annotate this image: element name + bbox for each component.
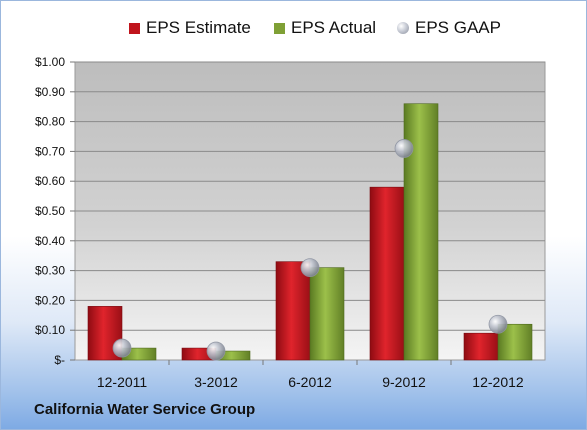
y-tick-label: $0.40 — [35, 234, 65, 248]
bars — [87, 103, 533, 361]
marker-eps-gaap — [300, 258, 320, 278]
x-tick-label: 9-2012 — [382, 374, 426, 390]
bar-eps-actual — [309, 267, 345, 361]
y-tick-label: $- — [54, 353, 65, 367]
y-tick-label: $0.10 — [35, 323, 65, 337]
bar-eps-estimate — [369, 186, 405, 361]
x-tick-label: 12-2011 — [97, 374, 148, 390]
y-tick-label: $0.20 — [35, 293, 65, 307]
legend-marker-gaap — [397, 22, 409, 34]
bar-eps-estimate — [463, 332, 499, 361]
y-tick-label: $0.60 — [35, 174, 65, 188]
y-axis-ticks: $- $0.10 $0.20 $0.30 $0.40 $0.50 $0.60 $0.70 $0.… — [35, 55, 75, 367]
x-tick-label: 6-2012 — [288, 374, 332, 390]
x-tick-label: 12-2012 — [472, 374, 524, 390]
y-tick-label: $0.50 — [35, 204, 65, 218]
y-tick-label: $1.00 — [35, 55, 65, 69]
legend-label-estimate: EPS Estimate — [146, 18, 251, 37]
marker-eps-gaap — [206, 341, 226, 361]
legend-swatch-actual — [274, 22, 285, 34]
legend-label-actual: EPS Actual — [291, 18, 377, 37]
x-tick-label: 3-2012 — [194, 374, 238, 390]
marker-eps-gaap — [394, 139, 414, 158]
legend-item-eps-actual: EPS Actual — [274, 15, 376, 41]
legend-item-eps-gaap: EPS GAAP — [397, 15, 501, 41]
marker-eps-gaap — [112, 338, 132, 358]
x-axis-ticks: 12-2011 3-2012 6-2012 9-2012 12-2012 — [97, 360, 524, 390]
y-tick-label: $0.70 — [35, 144, 65, 158]
bar-eps-estimate — [275, 261, 311, 361]
grid-lines — [75, 61, 545, 331]
legend-swatch-estimate — [129, 22, 140, 34]
legend-label-gaap: EPS GAAP — [415, 18, 501, 37]
marker-eps-gaap — [488, 314, 508, 334]
y-tick-label: $0.80 — [35, 115, 65, 129]
legend-item-eps-estimate: EPS Estimate — [129, 15, 251, 41]
y-tick-label: $0.90 — [35, 85, 65, 99]
gaap-markers — [112, 139, 508, 361]
y-tick-label: $0.30 — [35, 264, 65, 278]
legend: EPS Estimate EPS Actual EPS GAAP — [1, 15, 586, 41]
company-name: California Water Service Group — [34, 401, 256, 418]
